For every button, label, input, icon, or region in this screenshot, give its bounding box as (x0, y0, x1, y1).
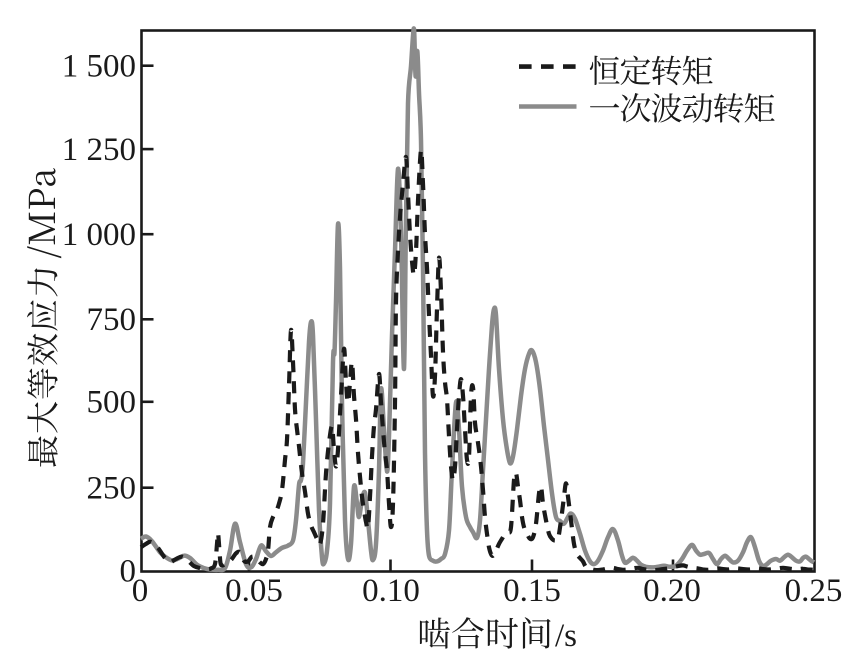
svg-text:0.15: 0.15 (503, 573, 561, 609)
svg-text:500: 500 (87, 385, 137, 421)
svg-text:0.25: 0.25 (785, 573, 843, 609)
svg-text:1 000: 1 000 (62, 217, 136, 253)
svg-text:0: 0 (132, 573, 149, 609)
svg-text:250: 250 (87, 471, 137, 507)
svg-text:0.10: 0.10 (362, 573, 420, 609)
svg-text:/s: /s (555, 618, 577, 654)
svg-text:1 250: 1 250 (62, 132, 136, 168)
svg-text:0.05: 0.05 (225, 573, 283, 609)
svg-text:0: 0 (120, 554, 137, 590)
svg-text:750: 750 (87, 302, 137, 338)
svg-text:0.20: 0.20 (643, 573, 701, 609)
svg-text:1 500: 1 500 (62, 49, 136, 85)
